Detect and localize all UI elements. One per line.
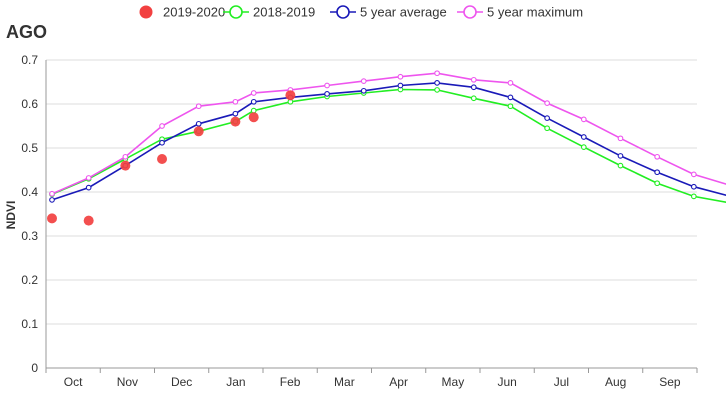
data-point: [617, 153, 624, 159]
x-tick-label: Oct: [64, 375, 83, 389]
x-tick-label: Jun: [497, 375, 516, 389]
data-point: [49, 190, 55, 197]
data-point: [120, 160, 131, 171]
data-point: [580, 134, 587, 140]
legend-label: 5 year maximum: [487, 5, 583, 20]
x-tick-label: Jan: [226, 375, 245, 389]
data-point: [195, 120, 202, 127]
data-point: [470, 84, 477, 91]
legend-label: 2018-2019: [253, 5, 315, 20]
data-point: [654, 153, 661, 160]
y-tick-label: 0: [31, 361, 38, 375]
series-5-year-maximum: [49, 70, 726, 197]
x-axis: Oct Nov Dec Jan Feb Mar Apr May Jun Jul Aug Sep: [45, 60, 698, 389]
data-point: [122, 153, 129, 160]
x-tick-label: Aug: [605, 375, 626, 389]
legend-item[interactable]: 2019-2020: [139, 5, 226, 20]
x-tick-label: Apr: [389, 375, 408, 389]
data-point: [544, 100, 550, 106]
data-point: [434, 87, 440, 93]
series-line: [51, 72, 726, 195]
y-axis: 0 0.1 0.2 0.3 0.4 0.5 0.6 0.7: [21, 53, 38, 375]
data-point: [544, 115, 550, 121]
data-point: [193, 126, 204, 137]
legend-label: 5 year average: [360, 5, 447, 20]
data-point: [434, 80, 440, 86]
data-point: [83, 215, 94, 226]
y-axis-label: NDVI: [4, 201, 18, 230]
legend-marker: [229, 5, 243, 19]
series-2019-2020: [47, 90, 296, 226]
y-tick-label: 0.6: [21, 97, 38, 111]
data-point: [654, 180, 661, 187]
data-point: [507, 103, 514, 110]
x-tick-label: Nov: [117, 375, 138, 389]
legend-marker: [139, 5, 153, 19]
data-point: [544, 125, 550, 132]
data-point: [397, 73, 404, 80]
legend-item[interactable]: 5 year average: [330, 5, 447, 20]
data-point: [434, 70, 440, 77]
data-point: [470, 76, 477, 83]
x-tick-label: May: [442, 375, 465, 389]
x-tick-label: Jul: [554, 375, 569, 389]
legend-item[interactable]: 5 year maximum: [457, 5, 583, 20]
data-point: [617, 162, 624, 169]
data-point: [690, 193, 697, 200]
y-tick-label: 0.7: [21, 53, 38, 67]
data-point: [85, 175, 92, 181]
data-point: [507, 94, 514, 101]
y-tick-label: 0.3: [21, 229, 38, 243]
data-point: [397, 82, 404, 89]
gridlines: [46, 59, 697, 369]
legend-marker: [336, 5, 350, 19]
data-point: [232, 98, 239, 105]
data-point: [690, 183, 697, 190]
data-point: [690, 171, 697, 178]
data-point: [654, 169, 661, 176]
data-point: [232, 110, 239, 117]
legend-label: 2019-2020: [163, 5, 225, 20]
y-tick-label: 0.4: [21, 185, 38, 199]
legend-marker: [463, 5, 477, 19]
data-point: [250, 90, 257, 96]
data-point: [250, 98, 257, 105]
x-tick-label: Dec: [171, 375, 192, 389]
chart-title: AGO: [6, 22, 47, 42]
x-tick-label: Sep: [659, 375, 681, 389]
y-tick-label: 0.2: [21, 273, 38, 287]
data-point: [324, 91, 330, 97]
data-point: [248, 112, 259, 123]
data-point: [470, 95, 477, 102]
data-point: [159, 139, 165, 146]
data-point: [507, 80, 514, 86]
data-point: [360, 78, 367, 84]
series-5-year-average: [49, 80, 726, 203]
data-point: [580, 116, 587, 123]
data-point: [85, 184, 92, 191]
x-tick-label: Feb: [280, 375, 301, 389]
legend-item[interactable]: 2018-2019: [223, 5, 315, 20]
data-point: [157, 154, 168, 164]
legend: 2019-2020 2018-2019 5 year average 5 year m…: [139, 5, 583, 20]
data-point: [159, 123, 165, 129]
data-point: [324, 82, 330, 89]
data-point: [580, 144, 587, 150]
data-point: [617, 135, 624, 142]
data-point: [285, 90, 296, 101]
y-tick-label: 0.1: [21, 317, 38, 331]
x-tick-label: Mar: [334, 375, 355, 389]
data-point: [230, 116, 241, 127]
data-point: [360, 87, 367, 94]
data-point: [195, 103, 202, 110]
y-tick-label: 0.5: [21, 141, 38, 155]
series-layer: [47, 70, 726, 226]
data-point: [47, 213, 57, 224]
data-point: [49, 197, 55, 203]
